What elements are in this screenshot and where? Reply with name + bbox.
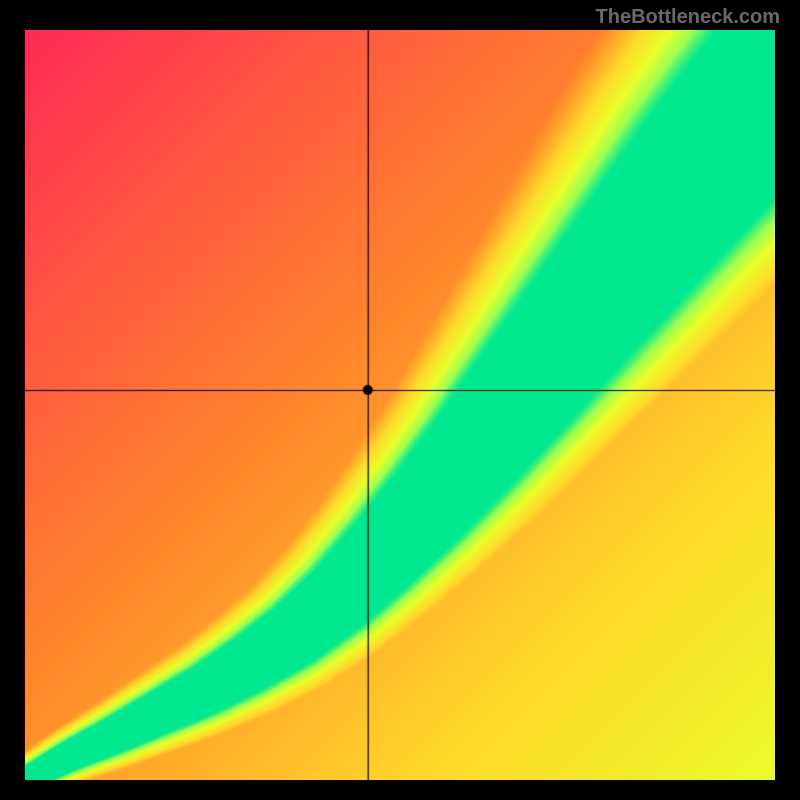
heatmap-canvas <box>25 30 775 780</box>
chart-container: TheBottleneck.com <box>0 0 800 800</box>
watermark-text: TheBottleneck.com <box>596 6 780 29</box>
